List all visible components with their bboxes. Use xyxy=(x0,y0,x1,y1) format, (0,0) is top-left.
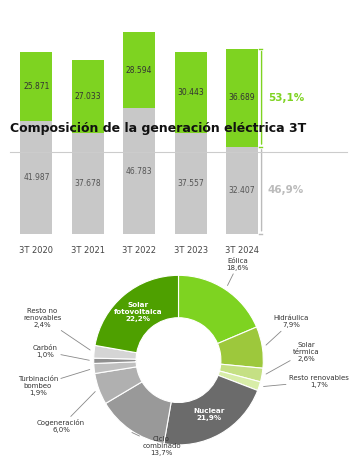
Bar xyxy=(226,49,258,147)
Wedge shape xyxy=(218,371,261,390)
Bar xyxy=(123,32,155,109)
Wedge shape xyxy=(178,275,257,344)
Text: Solar
térmica
2,6%: Solar térmica 2,6% xyxy=(266,342,320,374)
Text: 3T 2024: 3T 2024 xyxy=(225,246,259,255)
Text: 3T 2022: 3T 2022 xyxy=(122,246,156,255)
Text: 36.689: 36.689 xyxy=(229,93,255,102)
Wedge shape xyxy=(95,275,178,353)
Text: 53,1%: 53,1% xyxy=(268,93,304,103)
Bar xyxy=(226,147,258,234)
Text: 30.443: 30.443 xyxy=(177,88,204,97)
Bar xyxy=(175,51,207,133)
Text: Turbinación
bombeo
1,9%: Turbinación bombeo 1,9% xyxy=(18,370,90,396)
Text: Cogeneración
6,0%: Cogeneración 6,0% xyxy=(37,392,95,433)
Text: Composición de la generación eléctrica 3T: Composición de la generación eléctrica 3… xyxy=(10,122,307,135)
Wedge shape xyxy=(94,362,137,373)
Wedge shape xyxy=(217,327,263,368)
Text: 46.783: 46.783 xyxy=(126,167,152,176)
Text: Carbón
1,0%: Carbón 1,0% xyxy=(33,345,89,360)
Text: Hidráulica
7,9%: Hidráulica 7,9% xyxy=(266,315,309,345)
Text: 3T 2020: 3T 2020 xyxy=(19,246,54,255)
Text: Nuclear
21,9%: Nuclear 21,9% xyxy=(194,408,225,421)
Bar xyxy=(72,133,104,234)
Text: Eólica
18,6%: Eólica 18,6% xyxy=(227,258,249,286)
Wedge shape xyxy=(220,364,263,382)
Wedge shape xyxy=(95,367,142,404)
Text: Solar
fotovoltaica
22,2%: Solar fotovoltaica 22,2% xyxy=(114,302,162,322)
Bar xyxy=(72,60,104,133)
Text: 27.033: 27.033 xyxy=(75,92,101,101)
Text: Resto renovables
1,7%: Resto renovables 1,7% xyxy=(263,375,348,388)
Text: Resto no
renovables
2,4%: Resto no renovables 2,4% xyxy=(23,308,90,350)
Wedge shape xyxy=(106,382,171,444)
Wedge shape xyxy=(94,346,137,359)
Bar xyxy=(20,121,52,234)
Text: 3T 2023: 3T 2023 xyxy=(174,246,208,255)
Text: 37.557: 37.557 xyxy=(177,179,204,188)
Bar xyxy=(123,109,155,234)
Text: 37.678: 37.678 xyxy=(75,179,101,188)
Bar xyxy=(20,52,52,121)
Wedge shape xyxy=(164,375,258,445)
Text: 28.594: 28.594 xyxy=(126,66,152,75)
Text: 41.987: 41.987 xyxy=(23,173,50,182)
Text: Ciclo
combinado
13,7%: Ciclo combinado 13,7% xyxy=(132,432,181,456)
Text: 3T 2021: 3T 2021 xyxy=(71,246,105,255)
Text: 46,9%: 46,9% xyxy=(268,185,304,195)
Wedge shape xyxy=(94,358,136,363)
Bar xyxy=(175,133,207,234)
Text: 25.871: 25.871 xyxy=(23,82,50,91)
Text: 32.407: 32.407 xyxy=(229,186,255,195)
